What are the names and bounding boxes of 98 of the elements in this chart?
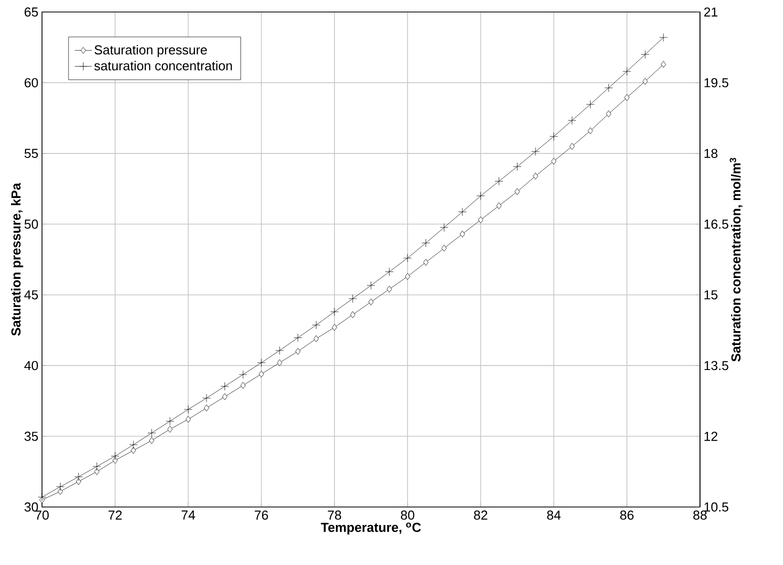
y-tick-label: 65	[24, 7, 38, 17]
point	[588, 127, 593, 134]
y2-tick-label: 21	[704, 7, 718, 17]
point	[404, 273, 410, 280]
point	[220, 382, 229, 391]
y2-tick-label: 10.5	[704, 502, 728, 512]
point	[624, 94, 630, 101]
y2-tick-label: 13.5	[704, 360, 728, 370]
y2-tick-label: 18	[704, 148, 718, 158]
point	[56, 482, 64, 491]
point	[569, 142, 575, 150]
point	[531, 147, 540, 156]
point	[257, 358, 266, 367]
point	[550, 132, 558, 141]
point	[622, 67, 632, 76]
y-tick-label: 60	[24, 78, 38, 88]
point	[368, 298, 374, 306]
point	[442, 244, 447, 252]
y2-tick-label: 16.5	[704, 220, 728, 229]
point	[659, 33, 668, 42]
point	[112, 456, 118, 464]
point	[350, 311, 356, 318]
point	[202, 394, 211, 402]
y-tick-label: 45	[24, 290, 38, 300]
y-tick-label: 55	[24, 148, 38, 158]
point	[514, 188, 520, 196]
point	[129, 440, 138, 449]
point	[606, 110, 612, 118]
point	[640, 50, 650, 59]
x-tick-label: 82	[474, 510, 488, 520]
point	[494, 177, 504, 186]
point	[258, 370, 264, 378]
point	[513, 162, 522, 171]
point	[222, 393, 228, 400]
y-tick-label: 35	[24, 432, 38, 441]
point	[184, 405, 192, 414]
point	[166, 417, 174, 426]
point	[74, 472, 83, 482]
y-tick-label: 30	[24, 502, 38, 512]
point	[496, 202, 502, 210]
point	[275, 346, 284, 355]
point	[423, 258, 428, 266]
point	[332, 324, 338, 331]
point	[660, 60, 666, 68]
point	[568, 116, 576, 125]
point	[476, 192, 485, 200]
point	[532, 172, 538, 180]
point	[330, 308, 339, 316]
x-tick-label: 74	[182, 510, 196, 520]
point	[294, 334, 302, 342]
point	[403, 254, 412, 262]
point	[366, 281, 376, 290]
point	[478, 216, 484, 224]
point	[458, 208, 467, 216]
point	[422, 238, 430, 248]
point	[167, 426, 173, 433]
y-tick-label: 40	[24, 360, 38, 370]
legend-label: Saturation pressure	[94, 44, 207, 58]
y-tick-label: 50	[24, 220, 38, 229]
point	[440, 223, 448, 232]
point	[312, 320, 320, 330]
y2-tick-label: 15	[704, 290, 718, 300]
point	[604, 84, 613, 92]
point	[186, 416, 191, 423]
point	[130, 447, 136, 454]
y-axis-title: Saturation pressure, kPa	[11, 182, 24, 336]
x-tick-label: 76	[254, 510, 268, 520]
point	[110, 452, 120, 460]
point	[385, 268, 394, 276]
point	[642, 78, 648, 85]
point	[94, 468, 100, 476]
y2-axis-title: Saturation concentration, mol/m$^{3}$	[730, 158, 742, 362]
point	[92, 462, 102, 471]
point	[238, 370, 248, 379]
x-tick-label: 86	[620, 510, 634, 520]
point	[295, 348, 300, 355]
point	[204, 404, 210, 412]
y2-tick-label: 12	[704, 432, 718, 441]
point	[277, 359, 282, 366]
point	[348, 294, 357, 303]
point	[149, 437, 154, 444]
point	[240, 382, 246, 389]
x-tick-label: 70	[35, 510, 49, 520]
x-tick-label: 72	[108, 510, 122, 520]
legend-label: saturation concentration	[94, 60, 232, 70]
point	[460, 230, 465, 238]
point	[58, 488, 63, 495]
x-tick-label: 78	[328, 510, 342, 520]
x-tick-label: 88	[693, 510, 707, 520]
y2-tick-label: 19.5	[704, 78, 728, 88]
point	[147, 428, 156, 438]
x-axis-title: Temperature, $^{o}$C	[320, 522, 421, 535]
point	[314, 335, 319, 342]
point	[586, 100, 595, 109]
point	[386, 286, 392, 293]
x-tick-label: 80	[400, 510, 414, 520]
x-tick-label: 84	[547, 510, 561, 520]
point	[551, 158, 556, 165]
